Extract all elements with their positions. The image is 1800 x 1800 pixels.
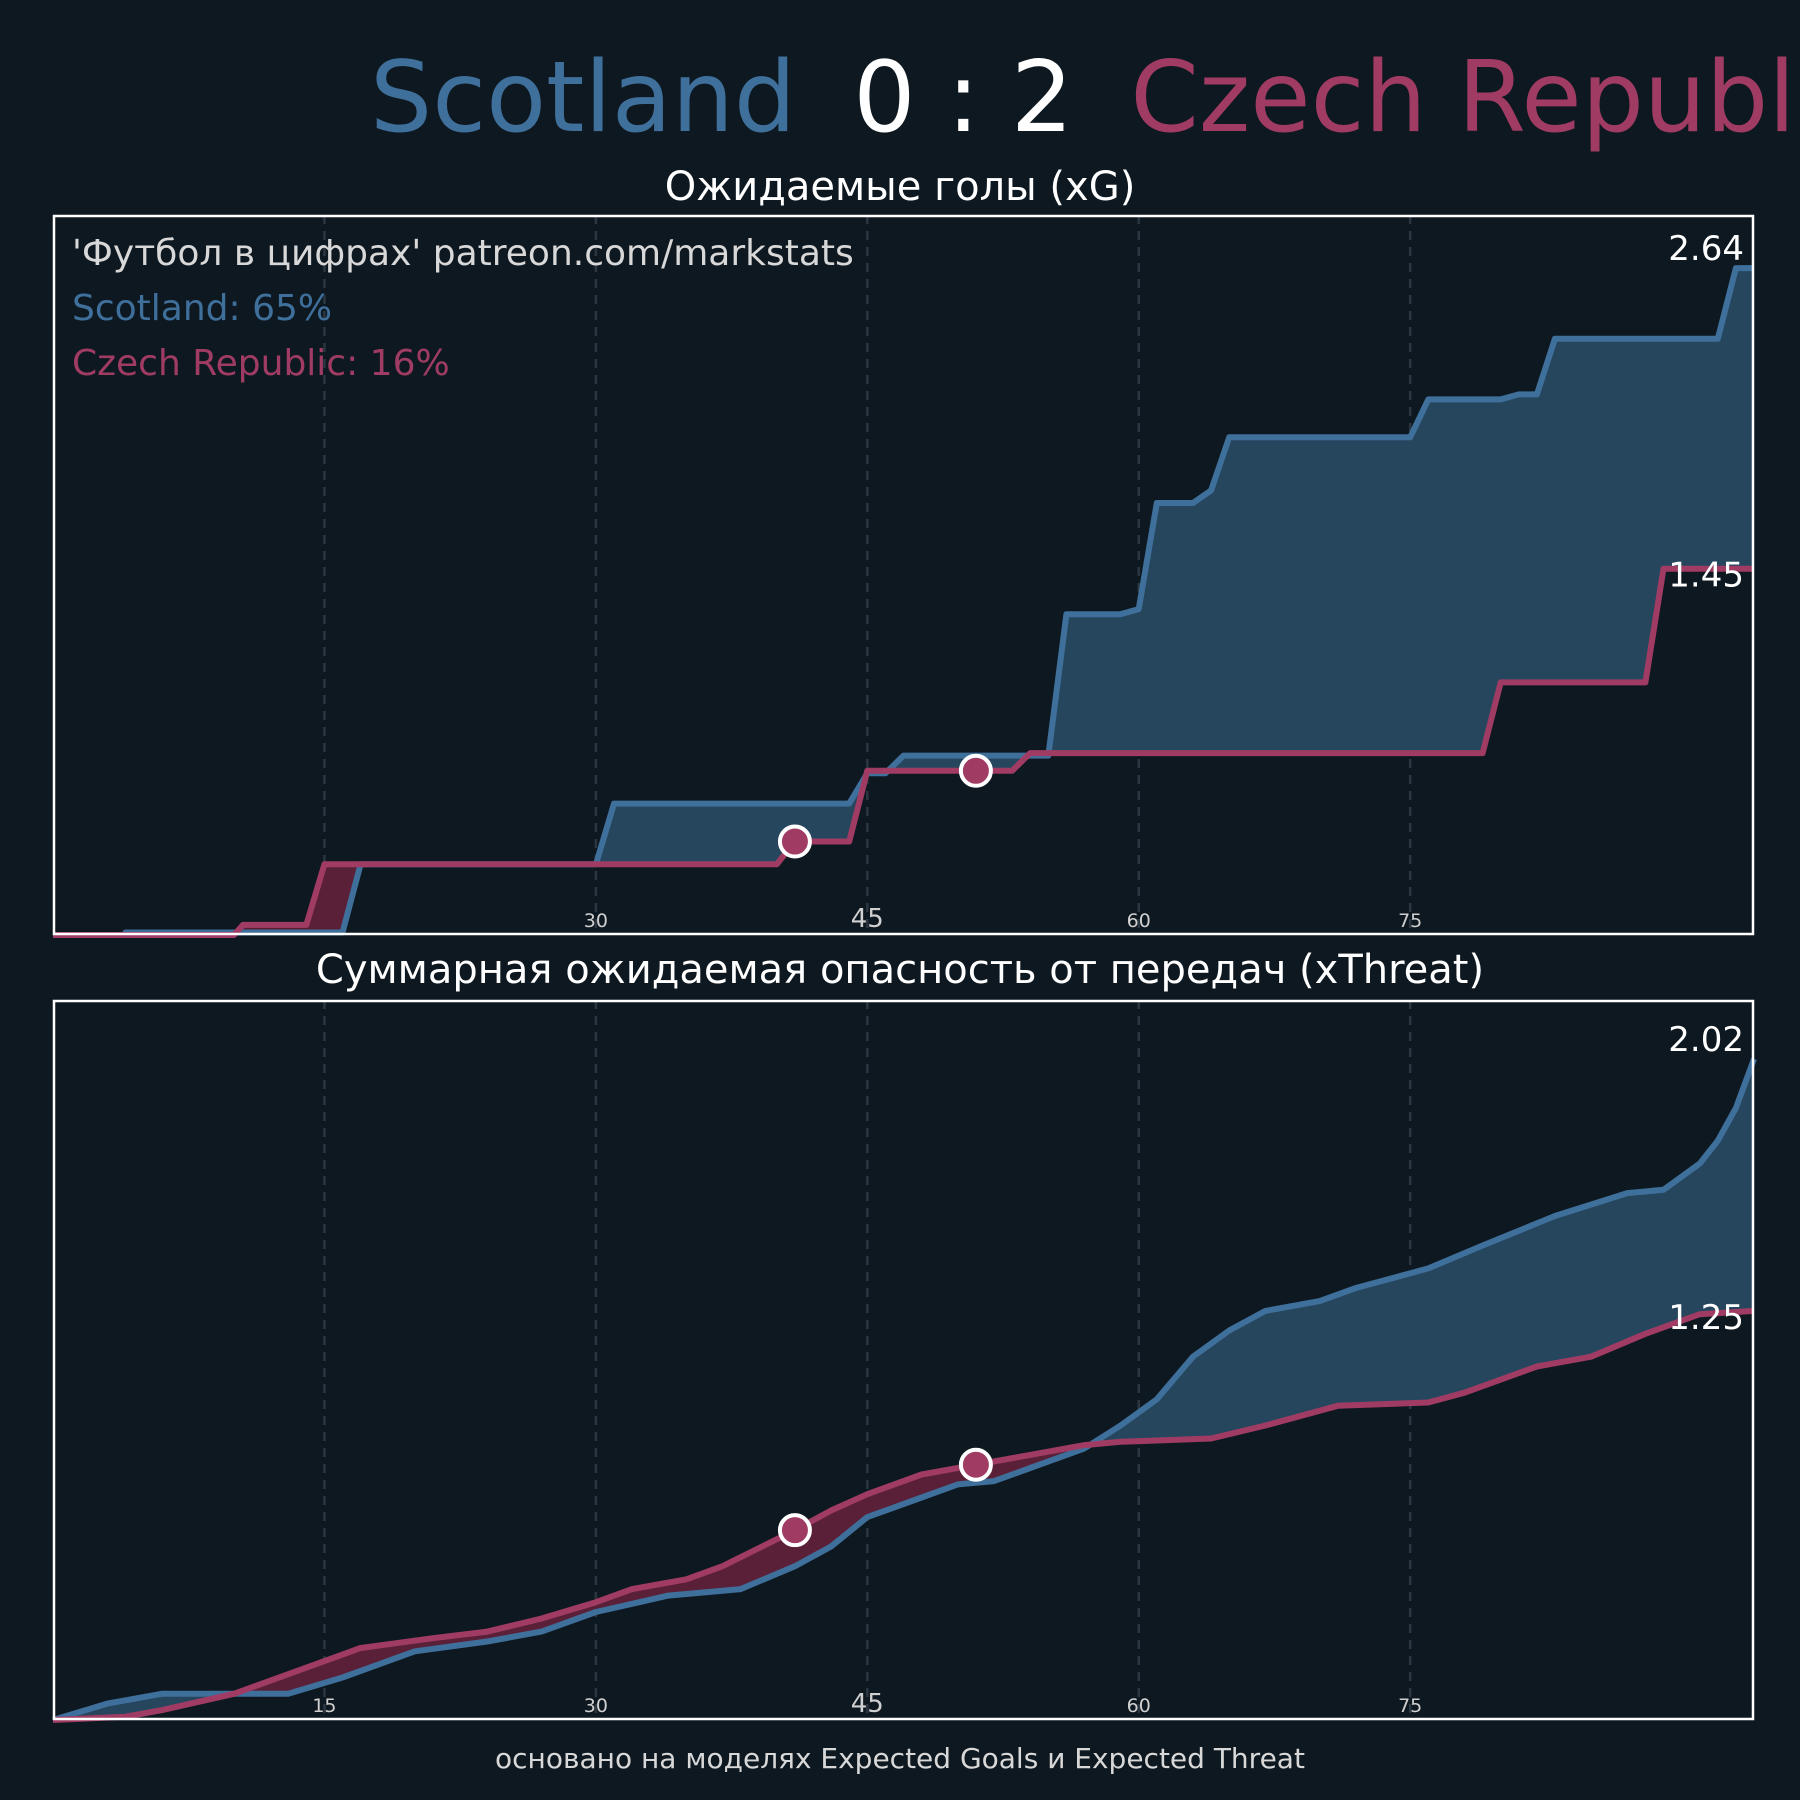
- xg-end-value-label: 1.45: [1668, 556, 1744, 596]
- xthreat-home-series-line: [52, 1057, 1757, 1723]
- footer-note: основано на моделях Expected Goals и Exp…: [495, 1742, 1305, 1775]
- xthreat-x-tick-label: 45: [851, 1689, 884, 1719]
- xthreat-chart-title: Суммарная ожидаемая опасность от передач…: [315, 947, 1485, 993]
- xthreat-x-tick-label: 60: [1127, 1695, 1151, 1717]
- xthreat-home-lead-area: [1090, 1058, 1754, 1445]
- legend-home: Scotland: 65%: [72, 288, 333, 329]
- xthreat-x-tick-label: 75: [1398, 1695, 1422, 1717]
- xg-away-series-line: [53, 565, 1754, 938]
- xthreat-away-series-line: [52, 1307, 1755, 1723]
- credit-text: 'Футбол в цифрах' patreon.com/markstats: [72, 233, 854, 274]
- xg-home-lead-area: [361, 776, 866, 865]
- xg-goal-marker: [777, 824, 812, 859]
- xg-end-value-label: 2.64: [1668, 229, 1744, 269]
- legend-away: Czech Republic: 16%: [72, 343, 450, 384]
- xg-away-lead-area: [238, 864, 360, 933]
- xthreat-goal-marker: [958, 1447, 993, 1482]
- away-team-name: Czech Republic: [1130, 41, 1800, 155]
- xthreat-home-lead-area: [53, 1693, 234, 1720]
- home-team-name: Scotland: [370, 41, 797, 155]
- xg-x-tick-label: 45: [851, 904, 884, 934]
- xthreat-away-lead-area: [235, 1444, 1089, 1694]
- legend: 'Футбол в цифрах' patreon.com/markstats …: [72, 226, 854, 391]
- match-score: 0 : 2: [853, 41, 1074, 155]
- xg-home-lead-area: [1050, 268, 1754, 754]
- xg-x-tick-label: 30: [584, 910, 608, 932]
- xthreat-end-value-label: 2.02: [1668, 1020, 1744, 1060]
- xthreat-end-value-label: 1.25: [1668, 1298, 1744, 1338]
- xg-frame: [52, 214, 1755, 936]
- xthreat-x-tick-label: 30: [584, 1695, 608, 1717]
- xthreat-goal-marker: [777, 1513, 812, 1548]
- xthreat-frame: [52, 999, 1755, 1721]
- xthreat-chart: 15 30 45 60 75 2.02 1.25: [52, 999, 1757, 1723]
- xg-x-tick-label: 60: [1127, 910, 1151, 932]
- xthreat-svg: 15 30 45 60 75 2.02 1.25: [52, 999, 1757, 1723]
- xthreat-x-tick-label: 15: [312, 1695, 336, 1717]
- xg-chart-title: Ожидаемые голы (xG): [664, 164, 1136, 210]
- xg-x-tick-label: 75: [1398, 910, 1422, 932]
- match-header: Scotland 0 : 2 Czech Republic: [370, 38, 1800, 158]
- xg-goal-marker: [958, 753, 993, 788]
